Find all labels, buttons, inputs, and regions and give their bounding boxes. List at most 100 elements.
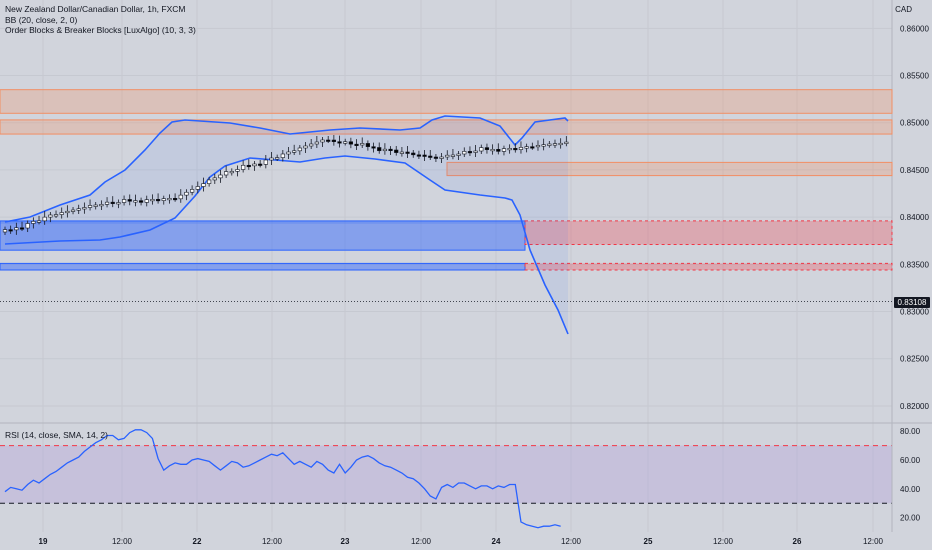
bear-candle <box>354 143 359 146</box>
bear-candle <box>258 163 263 166</box>
bull-candle <box>462 151 467 155</box>
time-axis-label: 19 <box>39 537 48 546</box>
bearish-order-block <box>0 119 893 135</box>
bull-candle <box>320 139 325 143</box>
bear-candle <box>155 199 161 202</box>
bear-candle <box>530 146 535 149</box>
rsi-pane <box>0 424 892 532</box>
bull-candle <box>150 199 155 202</box>
time-axis-label: 23 <box>341 537 350 546</box>
bullish-order-block-fill <box>0 220 525 224</box>
bull-candle <box>133 200 138 203</box>
time-axis-label: 12:00 <box>262 537 283 546</box>
bear-candle <box>19 227 25 230</box>
bear-candle <box>173 198 178 201</box>
bear-candle <box>371 146 376 149</box>
bull-candle <box>207 179 212 184</box>
bull-candle <box>269 157 274 161</box>
bull-candle <box>473 150 478 153</box>
bull-candle <box>382 148 387 152</box>
bull-candle <box>286 151 291 155</box>
price-pane <box>0 0 892 422</box>
bull-candle <box>535 145 541 148</box>
bull-candle <box>479 147 484 152</box>
bull-candle <box>309 143 314 147</box>
bear-candle <box>246 164 251 168</box>
price-axis-label: 0.84500 <box>900 166 929 175</box>
bull-candle <box>190 189 195 193</box>
bear-candle <box>411 152 416 156</box>
last-price-tag: 0.83108 <box>894 297 930 308</box>
bull-candle <box>235 169 240 172</box>
rsi-axis-label: 60.00 <box>900 456 921 465</box>
bear-candle <box>513 148 518 151</box>
bull-candle <box>450 154 456 157</box>
bull-candle <box>65 210 70 214</box>
bull-candle <box>76 208 81 211</box>
bull-candle <box>93 204 98 207</box>
bull-candle <box>167 198 172 201</box>
bull-candle <box>552 143 558 146</box>
bb-lower-line <box>4 155 569 335</box>
bear-candle <box>365 143 370 147</box>
bull-candle <box>490 149 495 152</box>
rsi-axis-label: 20.00 <box>900 514 921 523</box>
price-axis-label: 0.85000 <box>900 119 929 128</box>
bear-candle <box>138 200 144 203</box>
bullish-order-block <box>0 262 526 271</box>
bull-candle <box>275 157 280 160</box>
bull-candle <box>87 205 93 208</box>
bear-candle <box>127 199 132 202</box>
bull-candle <box>59 212 64 215</box>
bear-candle <box>416 154 422 157</box>
bull-candle <box>201 183 206 187</box>
bull-candle <box>31 221 36 224</box>
bear-candle <box>484 147 490 150</box>
bear-candle <box>377 147 382 152</box>
bull-candle <box>292 150 297 153</box>
bear-candle <box>337 141 342 144</box>
bb-fill <box>5 116 568 334</box>
bb-upper-line <box>4 115 569 223</box>
rsi-indicator-label[interactable]: RSI (14, close, SMA, 14, 2) <box>5 430 108 440</box>
bull-candle <box>224 171 229 176</box>
bull-candle <box>2 229 8 233</box>
bull-candle <box>184 191 189 196</box>
bull-candle <box>99 204 104 207</box>
rsi-line <box>4 429 561 529</box>
bull-candle <box>263 159 268 165</box>
bull-candle <box>360 143 365 146</box>
bear-candle <box>348 141 353 145</box>
bull-candle <box>116 202 121 205</box>
bull-candle <box>121 199 127 203</box>
bull-candle <box>564 141 569 144</box>
bull-candle <box>104 201 110 205</box>
price-axis-label: 0.84000 <box>900 213 929 222</box>
bull-candle <box>445 154 450 158</box>
bull-candle <box>518 147 524 150</box>
time-axis-label: 12:00 <box>112 537 133 546</box>
bull-candle <box>507 148 512 151</box>
bull-candle <box>280 153 285 158</box>
bull-candle <box>212 177 217 181</box>
bull-candle <box>25 223 30 229</box>
bull-candle <box>36 220 42 223</box>
bull-candle <box>297 147 302 152</box>
chart-legend: New Zealand Dollar/Canadian Dollar, 1h, … <box>5 4 196 36</box>
price-axis-label: 0.82500 <box>900 355 929 364</box>
currency-label: CAD <box>895 5 912 14</box>
bear-candle <box>433 156 439 159</box>
bb-indicator-label[interactable]: BB (20, close, 2, 0) <box>5 14 78 25</box>
bull-candle <box>399 151 405 154</box>
bull-candle <box>42 216 47 222</box>
bear-candle <box>422 154 427 157</box>
bull-candle <box>541 144 546 147</box>
rsi-axis-label: 80.00 <box>900 427 921 436</box>
bear-candle <box>405 151 410 154</box>
bearish-order-block <box>0 89 893 114</box>
bear-candle <box>388 148 393 151</box>
ob-indicator-label[interactable]: Order Blocks & Breaker Blocks [LuxAlgo] … <box>5 25 196 35</box>
symbol-title[interactable]: New Zealand Dollar/Canadian Dollar, 1h, … <box>5 4 186 14</box>
